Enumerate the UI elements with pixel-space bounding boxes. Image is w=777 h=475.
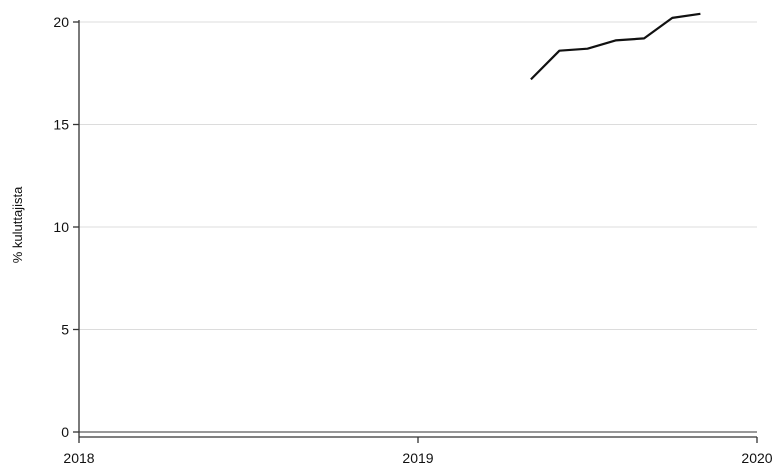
y-tick-label: 20 bbox=[53, 14, 69, 30]
y-tick-label: 15 bbox=[53, 117, 69, 133]
series-line bbox=[530, 12, 701, 81]
gridlines bbox=[79, 21, 757, 330]
x-tick-label: 2019 bbox=[402, 450, 433, 466]
x-axis-ticks: 2018 2019 2020 bbox=[63, 437, 773, 466]
y-tick-label: 10 bbox=[53, 219, 69, 235]
x-tick-label: 2018 bbox=[63, 450, 94, 466]
y-axis-ticks: 0 5 10 15 20 bbox=[53, 14, 79, 440]
y-tick-label: 0 bbox=[61, 424, 69, 440]
x-tick-label: 2020 bbox=[741, 450, 772, 466]
y-tick-label: 5 bbox=[61, 322, 69, 338]
y-axis-title: % kuluttajista bbox=[10, 186, 25, 263]
